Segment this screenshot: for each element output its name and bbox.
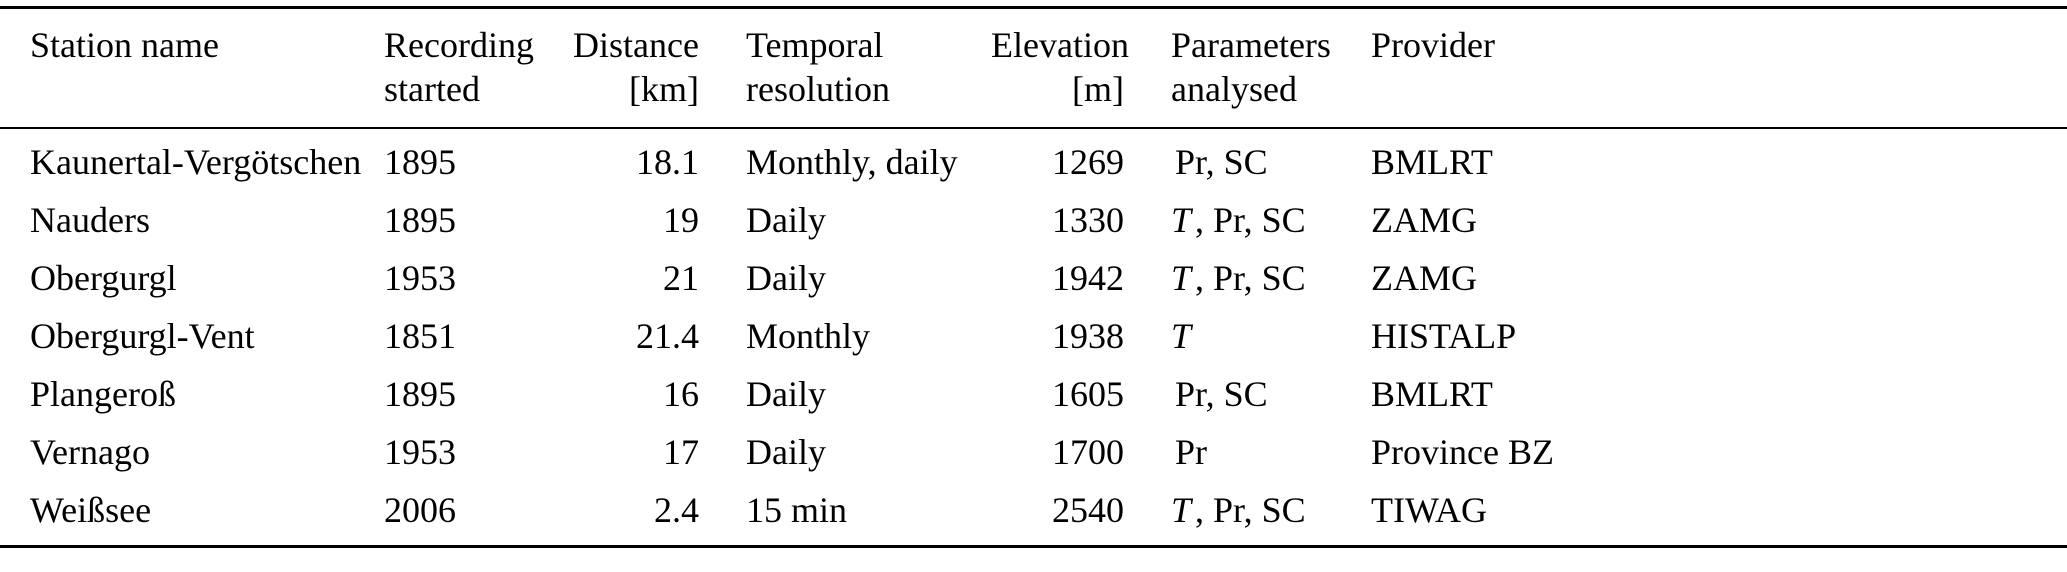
cell-station: Vernago <box>30 432 150 472</box>
cell-recording-started: 2006 <box>384 490 456 530</box>
stations-table: Station name Recording started Distance … <box>0 6 2067 548</box>
parameter-list: , Pr, SC <box>1195 200 1306 240</box>
cell-temporal-resolution: Daily <box>746 374 826 414</box>
table-row: Obergurgl 1953 21 Daily 1942 T, Pr, SC Z… <box>0 249 2067 307</box>
table-row: Kaunertal-Vergötschen 1895 18.1 Monthly,… <box>0 128 2067 191</box>
cell-distance: 19 <box>663 200 699 240</box>
parameter-temperature-symbol: T <box>1171 200 1192 240</box>
col-header-distance: Distance [km] <box>563 8 700 129</box>
cell-distance: 21.4 <box>636 316 699 356</box>
cell-station: Nauders <box>30 200 150 240</box>
cell-parameters: Pr <box>1125 423 1370 481</box>
cell-temporal-resolution: Daily <box>746 200 826 240</box>
cell-elevation: 2540 <box>1052 490 1124 530</box>
cell-station: Weißsee <box>30 490 152 530</box>
cell-station: Obergurgl <box>30 258 177 298</box>
col-header-station: Station name <box>0 8 383 129</box>
cell-distance: 17 <box>663 432 699 472</box>
cell-temporal-resolution: Monthly <box>746 316 871 356</box>
table-row: Nauders 1895 19 Daily 1330 T, Pr, SC ZAM… <box>0 191 2067 249</box>
cell-elevation: 1938 <box>1052 316 1124 356</box>
parameter-temperature-symbol: T <box>1171 316 1192 356</box>
cell-temporal-resolution: Daily <box>746 258 826 298</box>
cell-recording-started: 1953 <box>384 432 456 472</box>
cell-provider: ZAMG <box>1371 200 1477 240</box>
cell-recording-started: 1895 <box>384 374 456 414</box>
parameter-list: , Pr, SC <box>1195 258 1306 298</box>
cell-parameters: Pr, SC <box>1125 365 1370 423</box>
cell-provider: TIWAG <box>1371 490 1487 530</box>
cell-distance: 21 <box>663 258 699 298</box>
cell-provider: BMLRT <box>1371 142 1493 182</box>
cell-station: Obergurgl-Vent <box>30 316 255 356</box>
col-header-provider: Provider <box>1370 8 2067 129</box>
col-header-elevation: Elevation [m] <box>990 8 1129 129</box>
header-line: Station name <box>30 25 219 65</box>
table-header: Station name Recording started Distance … <box>0 8 2067 129</box>
header-line: analysed <box>1171 69 1297 109</box>
cell-parameters: T <box>1125 307 1370 365</box>
cell-temporal-resolution: Daily <box>746 432 826 472</box>
cell-provider: ZAMG <box>1371 258 1477 298</box>
header-line: [km] <box>629 69 699 109</box>
cell-parameters: T, Pr, SC <box>1125 191 1370 249</box>
table-row: Vernago 1953 17 Daily 1700 Pr Province B… <box>0 423 2067 481</box>
cell-provider: BMLRT <box>1371 374 1493 414</box>
cell-recording-started: 1953 <box>384 258 456 298</box>
cell-parameters: T, Pr, SC <box>1125 249 1370 307</box>
cell-elevation: 1269 <box>1052 142 1124 182</box>
parameter-temperature-symbol: T <box>1171 490 1192 530</box>
col-header-recording: Recording started <box>383 8 563 129</box>
cell-temporal-resolution: Monthly, daily <box>746 142 958 182</box>
header-line: resolution <box>746 69 890 109</box>
header-line: Elevation <box>991 25 1129 65</box>
cell-elevation: 1605 <box>1052 374 1124 414</box>
cell-parameters: Pr, SC <box>1125 128 1370 191</box>
table-row: Weißsee 2006 2.4 15 min 2540 T, Pr, SC T… <box>0 481 2067 547</box>
cell-distance: 2.4 <box>654 490 699 530</box>
parameter-list: Pr, SC <box>1175 374 1268 414</box>
col-header-parameters: Parameters analysed <box>1125 8 1370 129</box>
cell-temporal-resolution: 15 min <box>746 490 848 530</box>
col-header-temporal: Temporal resolution <box>700 8 990 129</box>
header-line: Parameters <box>1171 25 1331 65</box>
header-line: started <box>384 69 480 109</box>
parameter-list: Pr <box>1175 432 1208 472</box>
header-line: Recording <box>384 25 534 65</box>
table-row: Plangeroß 1895 16 Daily 1605 Pr, SC BMLR… <box>0 365 2067 423</box>
parameter-list: Pr, SC <box>1175 142 1268 182</box>
cell-provider: Province BZ <box>1371 432 1554 472</box>
cell-recording-started: 1895 <box>384 142 456 182</box>
cell-station: Kaunertal-Vergötschen <box>30 142 362 182</box>
cell-recording-started: 1895 <box>384 200 456 240</box>
header-line: Distance <box>573 25 699 65</box>
cell-elevation: 1942 <box>1052 258 1124 298</box>
table-row: Obergurgl-Vent 1851 21.4 Monthly 1938 T … <box>0 307 2067 365</box>
header-row: Station name Recording started Distance … <box>0 8 2067 129</box>
table-body: Kaunertal-Vergötschen 1895 18.1 Monthly,… <box>0 128 2067 547</box>
cell-provider: HISTALP <box>1371 316 1517 356</box>
header-line: [m] <box>1072 69 1124 109</box>
parameter-temperature-symbol: T <box>1171 258 1192 298</box>
parameter-list: , Pr, SC <box>1195 490 1306 530</box>
cell-distance: 18.1 <box>636 142 699 182</box>
cell-elevation: 1330 <box>1052 200 1124 240</box>
cell-recording-started: 1851 <box>384 316 456 356</box>
cell-elevation: 1700 <box>1052 432 1124 472</box>
cell-station: Plangeroß <box>30 374 176 414</box>
cell-distance: 16 <box>663 374 699 414</box>
cell-parameters: T, Pr, SC <box>1125 481 1370 547</box>
header-line: Provider <box>1371 25 1495 65</box>
header-line: Temporal <box>746 25 884 65</box>
